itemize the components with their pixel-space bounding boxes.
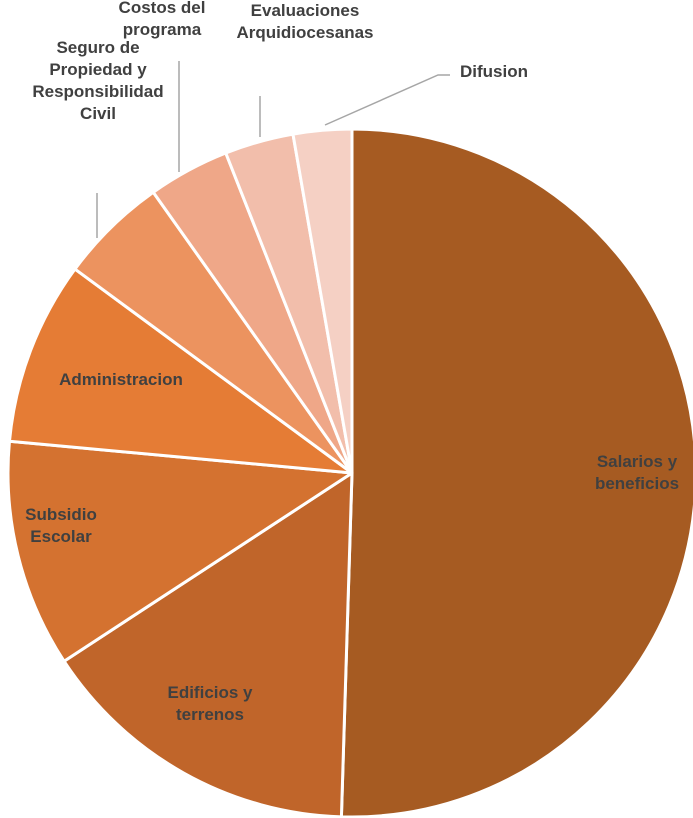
slice-label-6: Costos del programa	[119, 0, 206, 39]
leader-lines	[96, 61, 450, 238]
slice-label-line: Evaluaciones	[251, 1, 360, 20]
slice-labels: Salarios y beneficios Edificios y terrenos S…	[25, 0, 679, 724]
slice-label-line: terrenos	[176, 705, 244, 724]
slice-label-line: Difusion	[460, 62, 528, 81]
slice-label-5: Seguro de Propiedad y Responsibilidad Civil	[32, 38, 163, 123]
slice-label-line: beneficios	[595, 474, 679, 493]
pie-slices	[6, 127, 693, 818]
slice-label-line: Administracion	[59, 370, 183, 389]
slice-label-7: Evaluaciones Arquidiocesanas	[237, 1, 374, 42]
pie-slice-8	[291, 127, 354, 475]
slice-label-line: Arquidiocesanas	[237, 23, 374, 42]
slice-label-3: Subsidio Escolar	[25, 505, 97, 546]
slice-label-line: Edificios y	[167, 683, 253, 702]
pie-slice-4	[7, 267, 354, 475]
slice-label-line: Costos del	[119, 0, 206, 17]
slice-label-line: Escolar	[30, 527, 92, 546]
slice-label-1: Salarios y beneficios	[595, 452, 679, 493]
slice-label-line: Civil	[80, 104, 116, 123]
slice-label-8: Difusion	[460, 62, 528, 81]
slice-label-4: Administracion	[59, 370, 183, 389]
leader-line-8	[324, 74, 450, 126]
slice-label-line: programa	[123, 20, 202, 39]
pie-slice-3	[6, 439, 354, 663]
slice-label-line: Propiedad y	[49, 60, 147, 79]
pie-slice-2	[62, 471, 354, 818]
slice-label-line: Seguro de	[56, 38, 139, 57]
slice-label-line: Responsibilidad	[32, 82, 163, 101]
slice-label-line: Subsidio	[25, 505, 97, 524]
pie-slice-1	[339, 127, 693, 818]
slice-label-line: Salarios y	[597, 452, 678, 471]
slice-label-2: Edificios y terrenos	[167, 683, 253, 724]
